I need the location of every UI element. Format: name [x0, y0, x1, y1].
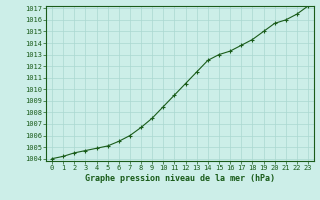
- X-axis label: Graphe pression niveau de la mer (hPa): Graphe pression niveau de la mer (hPa): [85, 174, 275, 183]
